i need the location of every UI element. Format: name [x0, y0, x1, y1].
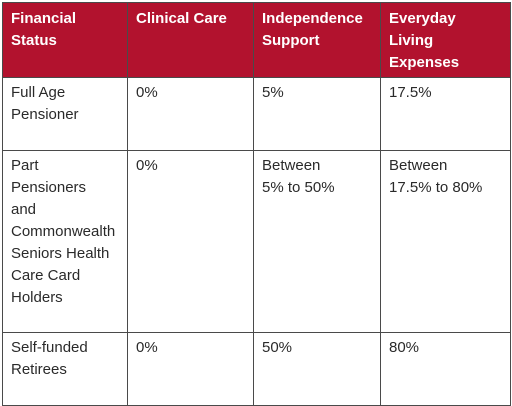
- cell-independence-support: 5%: [253, 77, 381, 151]
- cell-financial-status: Self-funded Retirees: [2, 332, 128, 406]
- cell-financial-status: Full Age Pensioner: [2, 77, 128, 151]
- cell-everyday-living-expenses: Between 17.5% to 80%: [380, 150, 511, 333]
- cell-everyday-living-expenses: 80%: [380, 332, 511, 406]
- header-independence-support: Independence Support: [253, 2, 381, 78]
- table-header-row: Financial Status Clinical Care Independe…: [2, 2, 511, 78]
- cell-independence-support: Between 5% to 50%: [253, 150, 381, 333]
- cell-everyday-living-expenses: 17.5%: [380, 77, 511, 151]
- table-row: Part Pensioners and Commonwealth Seniors…: [2, 150, 511, 333]
- table-row: Self-funded Retirees 0% 50% 80%: [2, 332, 511, 406]
- header-clinical-care: Clinical Care: [127, 2, 254, 78]
- cell-clinical-care: 0%: [127, 332, 254, 406]
- cell-independence-support: 50%: [253, 332, 381, 406]
- cell-clinical-care: 0%: [127, 77, 254, 151]
- table-row: Full Age Pensioner 0% 5% 17.5%: [2, 77, 511, 151]
- cell-clinical-care: 0%: [127, 150, 254, 333]
- header-financial-status: Financial Status: [2, 2, 128, 78]
- cell-financial-status: Part Pensioners and Commonwealth Seniors…: [2, 150, 128, 333]
- header-everyday-living-expenses: Everyday Living Expenses: [380, 2, 511, 78]
